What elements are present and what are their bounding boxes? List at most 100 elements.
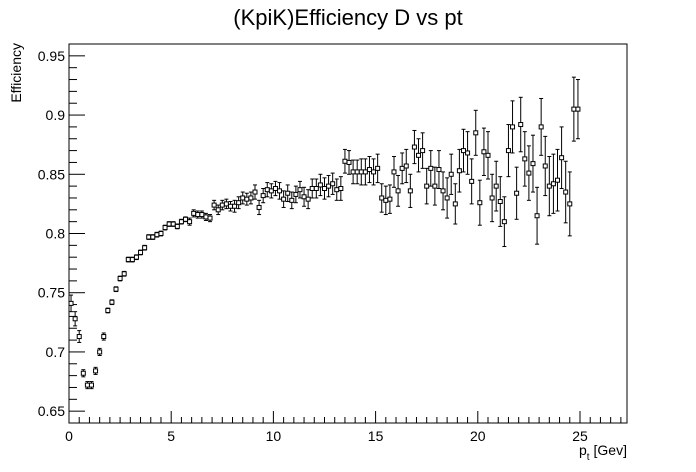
data-point — [448, 153, 454, 195]
data-point — [403, 148, 409, 184]
data-point — [518, 96, 524, 153]
point-marker — [330, 181, 336, 187]
point-marker — [125, 257, 131, 263]
data-point — [211, 199, 217, 211]
data-point — [133, 254, 139, 261]
point-marker — [424, 183, 430, 189]
data-point — [575, 79, 581, 140]
data-point — [555, 148, 561, 212]
point-marker — [538, 124, 544, 130]
data-point — [121, 270, 127, 277]
point-marker — [183, 216, 189, 222]
point-marker — [346, 159, 352, 165]
x-tick-label: 5 — [167, 428, 175, 444]
x-axis-label-unit: [Gev] — [594, 442, 627, 458]
point-marker — [68, 300, 74, 306]
x-axis-label: pt [Gev] — [579, 442, 627, 463]
data-point — [138, 249, 144, 256]
point-marker — [289, 197, 295, 203]
data-point — [407, 173, 413, 208]
data-point — [379, 183, 385, 213]
point-marker — [387, 196, 393, 202]
data-point — [424, 167, 430, 205]
point-marker — [440, 188, 446, 194]
point-marker — [240, 195, 246, 201]
point-marker — [465, 150, 471, 156]
point-marker — [546, 183, 552, 189]
x-tick-label: 10 — [266, 428, 282, 444]
data-point — [469, 158, 475, 205]
point-marker — [567, 201, 573, 207]
point-marker — [518, 122, 524, 128]
data-point — [80, 369, 86, 378]
data-point — [501, 196, 507, 248]
y-tick-label: 0.95 — [38, 48, 65, 64]
data-point — [338, 176, 344, 201]
data-point — [559, 126, 565, 189]
data-point — [440, 171, 446, 211]
point-marker — [121, 271, 127, 277]
data-point — [125, 256, 131, 263]
data-point — [326, 174, 332, 198]
point-marker — [452, 201, 458, 207]
point-marker — [105, 307, 111, 313]
data-point — [313, 178, 319, 199]
point-marker — [277, 188, 283, 194]
point-marker — [162, 225, 168, 231]
data-point — [93, 366, 99, 375]
y-tick-label: 0.9 — [46, 107, 66, 123]
data-point — [195, 210, 201, 219]
point-marker — [362, 169, 368, 175]
data-point — [411, 129, 417, 165]
point-marker — [252, 189, 258, 195]
point-marker — [129, 257, 135, 263]
point-marker — [473, 130, 479, 136]
data-point — [505, 124, 511, 178]
point-marker — [485, 152, 491, 158]
point-marker — [395, 188, 401, 194]
data-point — [550, 153, 556, 214]
point-marker — [497, 199, 503, 205]
point-marker — [236, 200, 242, 206]
point-marker — [338, 185, 344, 191]
point-marker — [138, 249, 144, 255]
data-point — [154, 231, 160, 238]
data-point — [542, 135, 548, 197]
data-point — [68, 294, 74, 313]
data-point — [260, 187, 266, 204]
point-marker — [101, 334, 107, 340]
point-marker — [317, 182, 323, 188]
y-tick-label: 0.85 — [38, 166, 65, 182]
point-marker — [195, 212, 201, 218]
data-point — [452, 183, 458, 225]
point-marker — [268, 188, 274, 194]
data-point — [203, 212, 209, 221]
point-marker — [191, 210, 197, 216]
point-marker — [559, 155, 565, 161]
data-point — [183, 216, 189, 223]
data-point — [387, 184, 393, 214]
point-marker — [379, 195, 385, 201]
point-marker — [510, 124, 516, 130]
point-marker — [456, 168, 462, 174]
data-point — [416, 138, 422, 173]
data-point — [84, 381, 90, 390]
point-marker — [432, 183, 438, 189]
data-point — [76, 330, 82, 343]
point-marker — [571, 106, 577, 112]
data-point — [109, 299, 115, 306]
point-marker — [448, 171, 454, 177]
data-point — [375, 153, 381, 184]
point-marker — [227, 203, 233, 209]
point-marker — [477, 200, 483, 206]
point-marker — [407, 188, 413, 194]
data-point — [354, 159, 360, 185]
data-point — [330, 172, 336, 195]
data-point — [346, 150, 352, 175]
data-point — [166, 221, 172, 227]
point-marker — [399, 165, 405, 171]
point-marker — [514, 190, 520, 196]
data-point — [207, 214, 213, 223]
point-marker — [321, 185, 327, 191]
